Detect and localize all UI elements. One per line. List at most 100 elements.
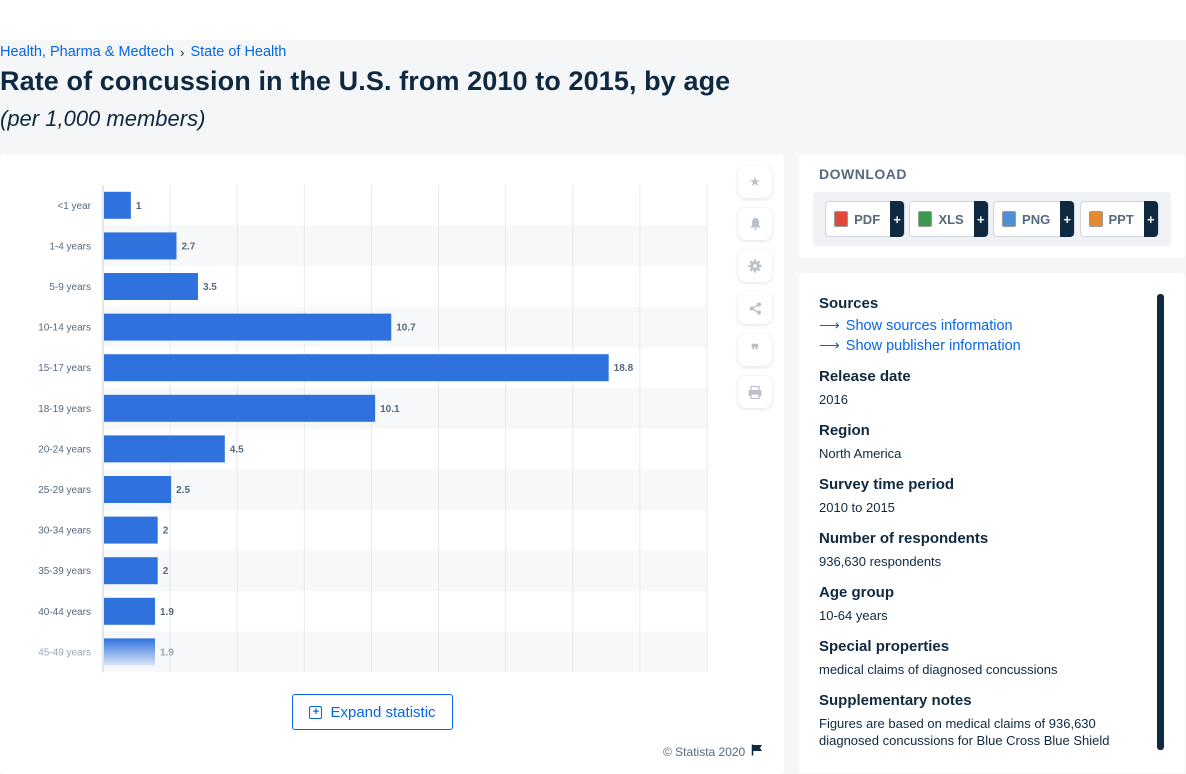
region-value: North America <box>819 446 902 461</box>
download-title: DOWNLOAD <box>819 166 907 182</box>
category-label: 40-44 years <box>38 607 91 618</box>
value-label: 1 <box>136 201 142 212</box>
page-title: Rate of concussion in the U.S. from 2010… <box>0 66 731 96</box>
value-label: 10.1 <box>380 404 400 415</box>
flag-icon[interactable] <box>751 744 763 759</box>
supp-value: Figures are based on medical claims of 9… <box>819 716 1110 748</box>
respondents-section: Number of respondents 936,630 respondent… <box>819 530 1149 570</box>
print-icon[interactable] <box>738 376 772 408</box>
bar[interactable] <box>104 476 172 503</box>
breadcrumb-health[interactable]: Health, Pharma & Medtech <box>0 44 175 60</box>
value-label: 1.9 <box>160 607 174 618</box>
download-png-label: PNG <box>1022 211 1051 227</box>
plus-icon: + <box>890 201 905 237</box>
category-label: 35-39 years <box>38 566 91 577</box>
download-pdf-button[interactable]: PDF + <box>825 201 906 237</box>
plus-icon: + <box>1143 201 1158 237</box>
png-file-icon <box>1002 211 1017 227</box>
bar[interactable] <box>104 191 131 219</box>
category-label: 20-24 years <box>38 444 91 455</box>
copyright-text: © Statista 2020 <box>663 744 746 759</box>
download-png-button[interactable]: PNG + <box>993 201 1076 237</box>
bar[interactable] <box>104 313 392 341</box>
category-label: 10-14 years <box>38 323 91 334</box>
region-section: Region North America <box>819 422 1149 462</box>
category-label: 5-9 years <box>49 282 91 293</box>
download-ppt-label: PPT <box>1108 211 1134 227</box>
row-band <box>103 225 707 267</box>
quote-icon[interactable]: ❞ <box>738 334 772 366</box>
release-value: 2016 <box>819 392 848 407</box>
bar[interactable] <box>104 597 156 625</box>
chart-toolbar: ★ ❞ <box>738 166 772 408</box>
top-band <box>0 0 1186 40</box>
survey-section: Survey time period 2010 to 2015 <box>819 476 1149 516</box>
download-xls-label: XLS <box>938 211 964 227</box>
value-label: 3.5 <box>203 282 217 293</box>
value-label: 1.9 <box>160 647 174 658</box>
bar-chart: <1 year 1 1-4 years 2.7 5-9 years 3.5 10-14 ye… <box>38 185 708 673</box>
bar[interactable] <box>104 638 156 666</box>
release-heading: Release date <box>819 368 911 385</box>
show-publisher-label: Show publisher information <box>845 338 1021 354</box>
show-publisher-link[interactable]: ⟶ Show publisher information <box>819 338 1149 354</box>
show-sources-label: Show sources information <box>845 318 1013 334</box>
chart-card: <1 year 1 1-4 years 2.7 5-9 years 3.5 10-14 ye… <box>0 154 784 774</box>
page-subtitle: (per 1,000 members) <box>0 106 206 131</box>
bar[interactable] <box>104 354 609 382</box>
info-card: Sources ⟶ Show sources information ⟶ Sho… <box>799 273 1185 773</box>
value-label: 2.5 <box>176 485 190 496</box>
download-xls-button[interactable]: XLS + <box>909 201 989 237</box>
respondents-heading: Number of respondents <box>819 530 989 547</box>
category-label: 25-29 years <box>38 485 91 496</box>
bar[interactable] <box>104 232 177 260</box>
star-icon[interactable]: ★ <box>738 166 772 198</box>
arrow-right-icon: ⟶ <box>819 318 840 334</box>
download-card: DOWNLOAD PDF + XLS + PNG + PPT + <box>799 154 1185 258</box>
category-label: 15-17 years <box>38 363 91 374</box>
age-section: Age group 10-64 years <box>819 584 1149 624</box>
breadcrumb-separator-icon: › <box>180 44 185 60</box>
bar[interactable] <box>104 516 158 544</box>
bar[interactable] <box>104 557 158 585</box>
breadcrumb-state-of-health[interactable]: State of Health <box>190 44 287 60</box>
category-label: 18-19 years <box>38 404 91 415</box>
share-icon[interactable] <box>738 292 772 324</box>
breadcrumb: Health, Pharma & Medtech › State of Heal… <box>0 44 286 60</box>
bell-icon[interactable] <box>738 208 772 240</box>
row-band <box>103 550 707 591</box>
supp-heading: Supplementary notes <box>819 692 972 709</box>
expand-statistic-button[interactable]: + Expand statistic <box>292 694 453 730</box>
value-label: 18.8 <box>614 363 634 374</box>
survey-value: 2010 to 2015 <box>819 500 895 515</box>
region-heading: Region <box>819 422 870 439</box>
copyright: © Statista 2020 <box>663 744 763 759</box>
sources-section: Sources ⟶ Show sources information ⟶ Sho… <box>819 295 1149 354</box>
survey-heading: Survey time period <box>819 476 955 493</box>
release-section: Release date 2016 <box>819 368 1149 408</box>
special-section: Special properties medical claims of dia… <box>819 638 1149 678</box>
expand-plus-icon: + <box>309 705 323 719</box>
bar[interactable] <box>104 435 225 463</box>
special-heading: Special properties <box>819 638 950 655</box>
bar[interactable] <box>104 273 198 300</box>
expand-label: Expand statistic <box>330 703 436 721</box>
download-pdf-label: PDF <box>854 211 881 227</box>
category-label: 45-49 years <box>38 647 91 658</box>
supp-section: Supplementary notes Figures are based on… <box>819 692 1149 749</box>
download-ppt-button[interactable]: PPT + <box>1079 201 1159 237</box>
show-sources-link[interactable]: ⟶ Show sources information <box>819 318 1149 334</box>
row-band <box>103 631 707 673</box>
arrow-right-icon: ⟶ <box>819 338 840 354</box>
xls-file-icon <box>918 211 933 227</box>
info-scrollbar[interactable] <box>1157 294 1164 750</box>
bar[interactable] <box>104 394 376 422</box>
value-label: 2 <box>163 526 169 537</box>
gear-icon[interactable] <box>738 250 772 282</box>
ppt-file-icon <box>1088 211 1103 227</box>
download-buttons: PDF + XLS + PNG + PPT + <box>813 192 1171 246</box>
row-band <box>103 469 707 510</box>
category-label: 1-4 years <box>49 241 91 252</box>
age-value: 10-64 years <box>819 608 888 623</box>
special-value: medical claims of diagnosed concussions <box>819 662 1058 677</box>
